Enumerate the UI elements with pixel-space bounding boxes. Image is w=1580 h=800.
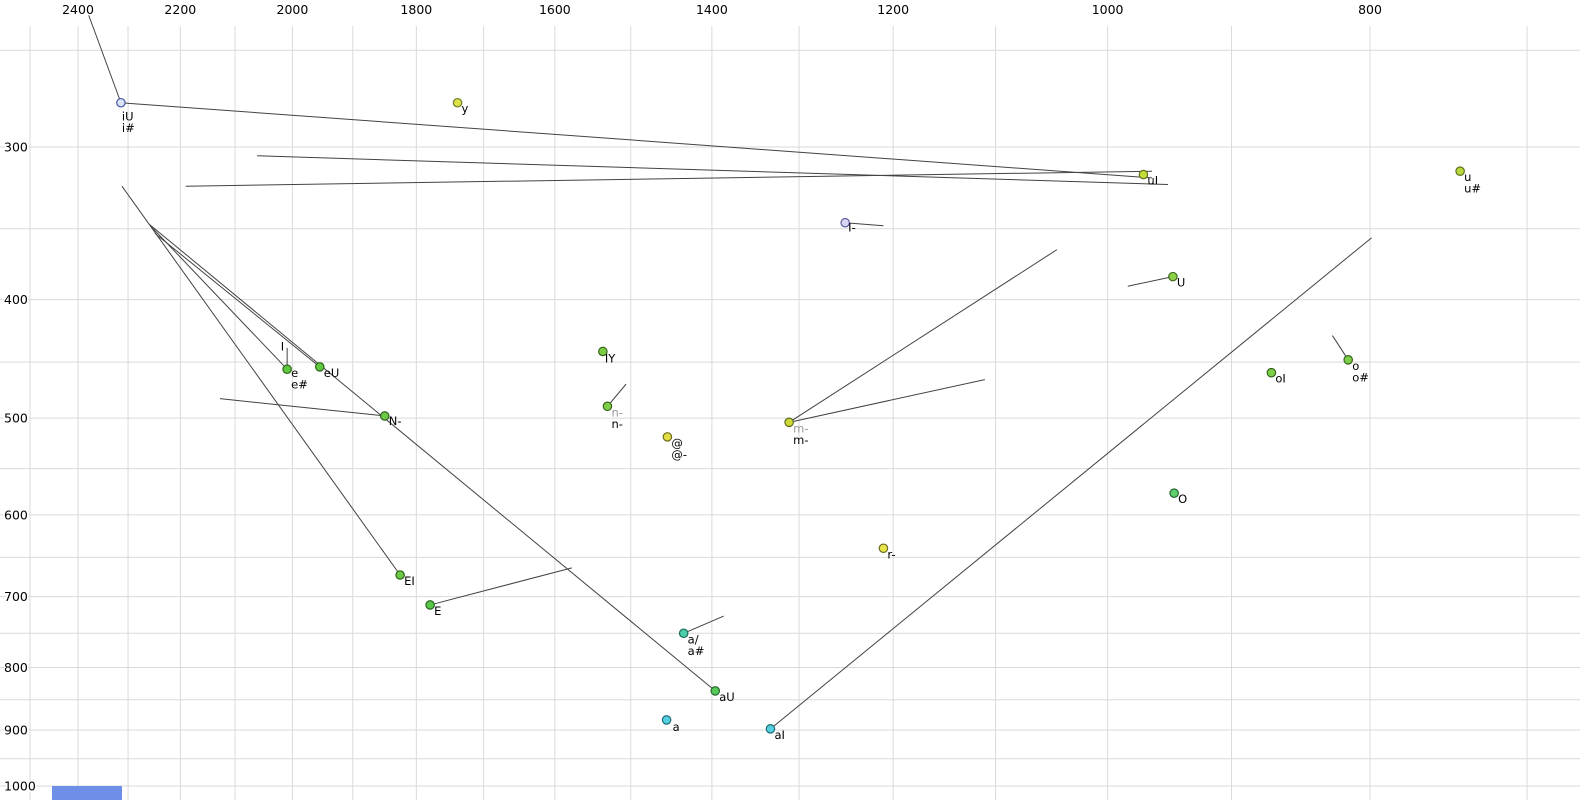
vowel-label-I-: I-	[848, 221, 856, 235]
vowel-point-eU[interactable]	[314, 362, 325, 372]
vowel-label-oI: oI	[1275, 372, 1285, 386]
vowel-point-iU[interactable]	[116, 97, 126, 108]
annotation-label: I	[281, 340, 284, 354]
vowel-label-n-: n-	[611, 405, 622, 419]
vowel-label-iU: i#	[122, 121, 135, 135]
vowel-label-O: O	[1178, 492, 1187, 506]
x-axis-tick-label: 2000	[277, 2, 309, 17]
vowel-point-y[interactable]	[452, 97, 463, 108]
x-axis-tick-label: 1200	[877, 2, 909, 17]
trajectory-line	[430, 567, 573, 606]
y-axis-tick-label: 900	[4, 723, 28, 738]
vowel-point-aI[interactable]	[765, 724, 776, 734]
vowel-label-iU: iU	[122, 110, 134, 124]
vowel-label-aU: aU	[719, 690, 734, 704]
vowel-label-a: a	[673, 720, 680, 734]
vowel-point-IY[interactable]	[598, 346, 608, 357]
vowel-label-u: u#	[1464, 182, 1481, 196]
vowel-point-aU[interactable]	[710, 686, 721, 696]
trajectory-line	[1127, 276, 1174, 287]
vowel-label-a/: a/	[688, 632, 699, 646]
trajectory-line	[154, 232, 321, 368]
vowel-label-EI: EI	[404, 574, 415, 588]
vowel-point-a/[interactable]	[678, 628, 689, 639]
vowel-label-e: e#	[291, 378, 308, 392]
trajectory-line	[683, 615, 724, 634]
trajectory-line	[148, 223, 716, 692]
trajectory-line	[607, 383, 627, 407]
trajectory-line	[120, 102, 1152, 179]
trajectory-line	[151, 226, 288, 370]
x-axis-tick-label: 1800	[400, 2, 432, 17]
trajectory-line	[1332, 335, 1349, 361]
vowel-label-@: @	[671, 436, 683, 450]
vowel-point-m-[interactable]	[784, 417, 794, 428]
vowel-point-I-[interactable]	[840, 217, 850, 228]
vowel-label-m-: m-	[793, 433, 808, 447]
vowel-point-o[interactable]	[1343, 355, 1353, 365]
vowel-point-@[interactable]	[662, 432, 673, 442]
vowel-point-O[interactable]	[1169, 488, 1179, 498]
vowel-point-r-[interactable]	[878, 543, 889, 554]
y-axis-tick-label: 600	[4, 507, 28, 522]
vowel-label-r-: r-	[887, 547, 895, 561]
vowel-point-u[interactable]	[1455, 166, 1465, 177]
vowel-label-o: o#	[1352, 370, 1369, 384]
vowel-point-oI[interactable]	[1266, 367, 1277, 378]
vowel-point-E[interactable]	[425, 600, 435, 610]
vowel-label-eU: eU	[324, 366, 340, 380]
vowel-label-y: y	[462, 102, 469, 116]
vowel-label-E: E	[434, 604, 441, 618]
y-axis-tick-label: 500	[4, 411, 28, 426]
trajectory-line	[185, 170, 1152, 187]
vowel-point-a[interactable]	[661, 715, 672, 725]
y-axis-tick-label: 400	[4, 292, 28, 307]
vowel-label-e: e	[291, 366, 298, 380]
trajectory-line	[845, 222, 884, 227]
x-axis-tick-label: 1000	[1092, 2, 1124, 17]
trajectory-line	[121, 185, 401, 576]
vowel-label-@: @-	[671, 447, 687, 461]
trajectory-line	[219, 398, 385, 417]
x-axis-tick-label: 1400	[696, 2, 728, 17]
y-axis-tick-label: 1000	[4, 778, 36, 793]
vowel-point-N-[interactable]	[379, 411, 390, 421]
vowel-point-e[interactable]	[282, 364, 292, 375]
vowel-point-U[interactable]	[1168, 271, 1178, 282]
vowel-label-a/: a#	[688, 644, 705, 658]
vowel-label-u: u	[1464, 170, 1471, 184]
x-axis-tick-label: 2400	[62, 2, 94, 17]
vowel-label-uI: uI	[1147, 174, 1158, 188]
trajectory-line	[789, 379, 985, 423]
trajectory-line	[87, 12, 122, 103]
corner-marker	[52, 786, 122, 800]
trajectory-line	[770, 237, 1372, 730]
y-axis-tick-label: 700	[4, 589, 28, 604]
vowel-label-U: U	[1177, 276, 1185, 290]
vowel-point-uI[interactable]	[1138, 169, 1149, 180]
trajectory-line	[788, 249, 1058, 423]
vowel-label-aI: aI	[774, 728, 784, 742]
trajectory-line	[257, 155, 1168, 186]
vowel-label-n-: n-	[611, 417, 622, 431]
x-axis-tick-label: 2200	[164, 2, 196, 17]
y-axis-tick-label: 300	[4, 140, 28, 155]
vowel-label-m-: m-	[793, 421, 808, 435]
y-axis-tick-label: 800	[4, 660, 28, 675]
vowel-point-n-[interactable]	[602, 401, 613, 412]
vowel-label-o: o	[1352, 359, 1359, 373]
x-axis-tick-label: 800	[1358, 2, 1382, 17]
vowel-point-EI[interactable]	[395, 570, 405, 580]
vowel-label-N-: N-	[389, 414, 402, 428]
x-axis-tick-label: 1600	[539, 2, 571, 17]
vowel-label-IY: IY	[605, 351, 616, 365]
